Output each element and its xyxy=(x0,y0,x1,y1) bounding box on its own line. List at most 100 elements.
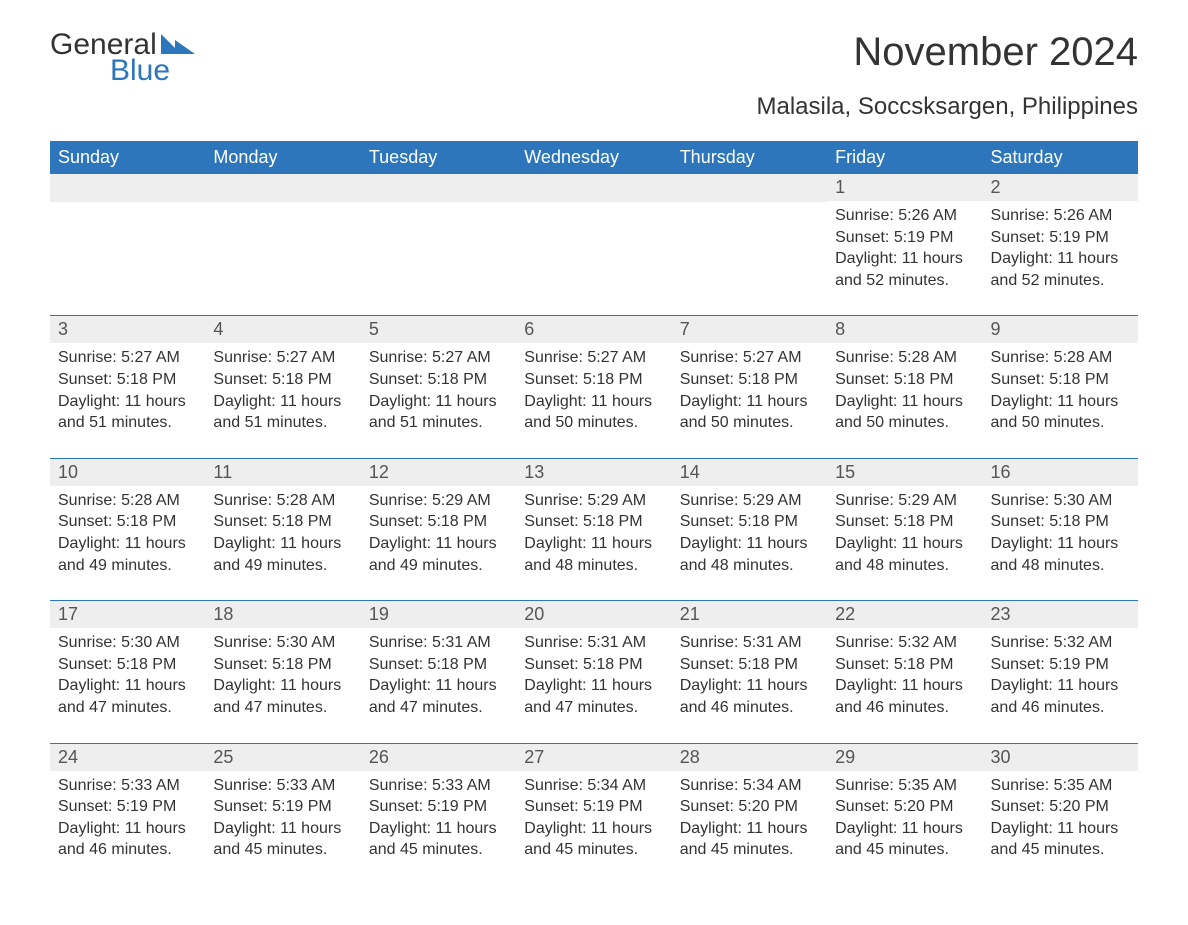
sunrise-text: Sunrise: 5:28 AM xyxy=(213,490,352,512)
calendar-day-cell: 15Sunrise: 5:29 AMSunset: 5:18 PMDayligh… xyxy=(827,459,982,601)
sunset-text: Sunset: 5:18 PM xyxy=(369,369,508,391)
sunrise-text: Sunrise: 5:31 AM xyxy=(524,632,663,654)
day-number: 27 xyxy=(516,744,671,771)
sunrise-text: Sunrise: 5:30 AM xyxy=(58,632,197,654)
calendar-day-cell: 17Sunrise: 5:30 AMSunset: 5:18 PMDayligh… xyxy=(50,601,205,743)
daylight2-text: and 46 minutes. xyxy=(991,697,1130,719)
day-number: 25 xyxy=(205,744,360,771)
daylight1-text: Daylight: 11 hours xyxy=(680,818,819,840)
sunrise-text: Sunrise: 5:29 AM xyxy=(680,490,819,512)
header: General Blue November 2024 Malasila, Soc… xyxy=(50,30,1138,121)
daylight1-text: Daylight: 11 hours xyxy=(991,533,1130,555)
sunset-text: Sunset: 5:18 PM xyxy=(680,369,819,391)
daylight1-text: Daylight: 11 hours xyxy=(213,533,352,555)
daylight2-text: and 50 minutes. xyxy=(835,412,974,434)
sunrise-text: Sunrise: 5:30 AM xyxy=(991,490,1130,512)
day-number: 23 xyxy=(983,601,1138,628)
daylight1-text: Daylight: 11 hours xyxy=(369,533,508,555)
day-number: 13 xyxy=(516,459,671,486)
daylight2-text: and 47 minutes. xyxy=(58,697,197,719)
daylight2-text: and 51 minutes. xyxy=(213,412,352,434)
calendar-day-cell: 3Sunrise: 5:27 AMSunset: 5:18 PMDaylight… xyxy=(50,316,205,458)
sunrise-text: Sunrise: 5:27 AM xyxy=(213,347,352,369)
calendar-day-cell: 8Sunrise: 5:28 AMSunset: 5:18 PMDaylight… xyxy=(827,316,982,458)
sunrise-text: Sunrise: 5:33 AM xyxy=(369,775,508,797)
sunset-text: Sunset: 5:20 PM xyxy=(991,796,1130,818)
sunrise-text: Sunrise: 5:26 AM xyxy=(991,205,1130,227)
sunset-text: Sunset: 5:18 PM xyxy=(213,369,352,391)
sunset-text: Sunset: 5:19 PM xyxy=(991,654,1130,676)
weekday-header: Tuesday xyxy=(361,141,516,174)
daylight2-text: and 45 minutes. xyxy=(991,839,1130,861)
sunset-text: Sunset: 5:19 PM xyxy=(369,796,508,818)
sunrise-text: Sunrise: 5:30 AM xyxy=(213,632,352,654)
day-number: 29 xyxy=(827,744,982,771)
daylight1-text: Daylight: 11 hours xyxy=(835,391,974,413)
location-text: Malasila, Soccsksargen, Philippines xyxy=(756,93,1138,121)
calendar-week-row: 1Sunrise: 5:26 AMSunset: 5:19 PMDaylight… xyxy=(50,174,1138,316)
sunset-text: Sunset: 5:19 PM xyxy=(58,796,197,818)
daylight2-text: and 47 minutes. xyxy=(369,697,508,719)
calendar-day-cell xyxy=(672,174,827,316)
calendar-day-cell: 27Sunrise: 5:34 AMSunset: 5:19 PMDayligh… xyxy=(516,744,671,885)
calendar-day-cell: 23 Sunrise: 5:32 AMSunset: 5:19 PMDayligh… xyxy=(983,601,1138,743)
calendar-day-cell: 20Sunrise: 5:31 AMSunset: 5:18 PMDayligh… xyxy=(516,601,671,743)
logo: General Blue xyxy=(50,30,195,86)
day-number-empty xyxy=(361,174,516,202)
sunrise-text: Sunrise: 5:27 AM xyxy=(524,347,663,369)
daylight1-text: Daylight: 11 hours xyxy=(58,533,197,555)
calendar-day-cell: 16Sunrise: 5:30 AMSunset: 5:18 PMDayligh… xyxy=(983,459,1138,601)
daylight2-text: and 47 minutes. xyxy=(524,697,663,719)
calendar-day-cell: 21Sunrise: 5:31 AMSunset: 5:18 PMDayligh… xyxy=(672,601,827,743)
daylight2-text: and 49 minutes. xyxy=(58,555,197,577)
calendar-day-cell: 2Sunrise: 5:26 AMSunset: 5:19 PMDaylight… xyxy=(983,174,1138,316)
day-number: 8 xyxy=(827,316,982,343)
calendar-week-row: 10Sunrise: 5:28 AMSunset: 5:18 PMDayligh… xyxy=(50,459,1138,601)
sunrise-text: Sunrise: 5:27 AM xyxy=(58,347,197,369)
sunset-text: Sunset: 5:18 PM xyxy=(991,369,1130,391)
calendar-week-row: 24Sunrise: 5:33 AMSunset: 5:19 PMDayligh… xyxy=(50,744,1138,885)
sunset-text: Sunset: 5:20 PM xyxy=(835,796,974,818)
calendar-day-cell: 29Sunrise: 5:35 AMSunset: 5:20 PMDayligh… xyxy=(827,744,982,885)
day-number: 9 xyxy=(983,316,1138,343)
daylight2-text: and 45 minutes. xyxy=(680,839,819,861)
daylight1-text: Daylight: 11 hours xyxy=(524,675,663,697)
day-number: 20 xyxy=(516,601,671,628)
calendar-day-cell: 22Sunrise: 5:32 AMSunset: 5:18 PMDayligh… xyxy=(827,601,982,743)
calendar-week-row: 17Sunrise: 5:30 AMSunset: 5:18 PMDayligh… xyxy=(50,601,1138,743)
daylight1-text: Daylight: 11 hours xyxy=(991,675,1130,697)
daylight2-text: and 51 minutes. xyxy=(369,412,508,434)
daylight2-text: and 45 minutes. xyxy=(369,839,508,861)
calendar-day-cell xyxy=(50,174,205,316)
sunset-text: Sunset: 5:19 PM xyxy=(835,227,974,249)
sunrise-text: Sunrise: 5:31 AM xyxy=(680,632,819,654)
calendar-week-row: 3Sunrise: 5:27 AMSunset: 5:18 PMDaylight… xyxy=(50,316,1138,458)
sunrise-text: Sunrise: 5:32 AM xyxy=(991,632,1130,654)
daylight1-text: Daylight: 11 hours xyxy=(680,533,819,555)
daylight2-text: and 48 minutes. xyxy=(991,555,1130,577)
daylight2-text: and 52 minutes. xyxy=(991,270,1130,292)
sunset-text: Sunset: 5:18 PM xyxy=(835,511,974,533)
day-number: 5 xyxy=(361,316,516,343)
day-number: 11 xyxy=(205,459,360,486)
sunset-text: Sunset: 5:18 PM xyxy=(835,654,974,676)
sunrise-text: Sunrise: 5:35 AM xyxy=(835,775,974,797)
daylight1-text: Daylight: 11 hours xyxy=(991,391,1130,413)
daylight2-text: and 46 minutes. xyxy=(680,697,819,719)
daylight1-text: Daylight: 11 hours xyxy=(680,391,819,413)
day-number: 26 xyxy=(361,744,516,771)
daylight2-text: and 46 minutes. xyxy=(58,839,197,861)
weekday-header: Friday xyxy=(827,141,982,174)
day-number: 18 xyxy=(205,601,360,628)
sunset-text: Sunset: 5:18 PM xyxy=(213,511,352,533)
daylight1-text: Daylight: 11 hours xyxy=(213,391,352,413)
daylight2-text: and 47 minutes. xyxy=(213,697,352,719)
calendar-day-cell: 30Sunrise: 5:35 AMSunset: 5:20 PMDayligh… xyxy=(983,744,1138,885)
sunset-text: Sunset: 5:19 PM xyxy=(991,227,1130,249)
logo-text-blue: Blue xyxy=(110,56,195,86)
day-number: 19 xyxy=(361,601,516,628)
daylight2-text: and 52 minutes. xyxy=(835,270,974,292)
daylight2-text: and 45 minutes. xyxy=(213,839,352,861)
daylight2-text: and 50 minutes. xyxy=(524,412,663,434)
daylight1-text: Daylight: 11 hours xyxy=(524,391,663,413)
